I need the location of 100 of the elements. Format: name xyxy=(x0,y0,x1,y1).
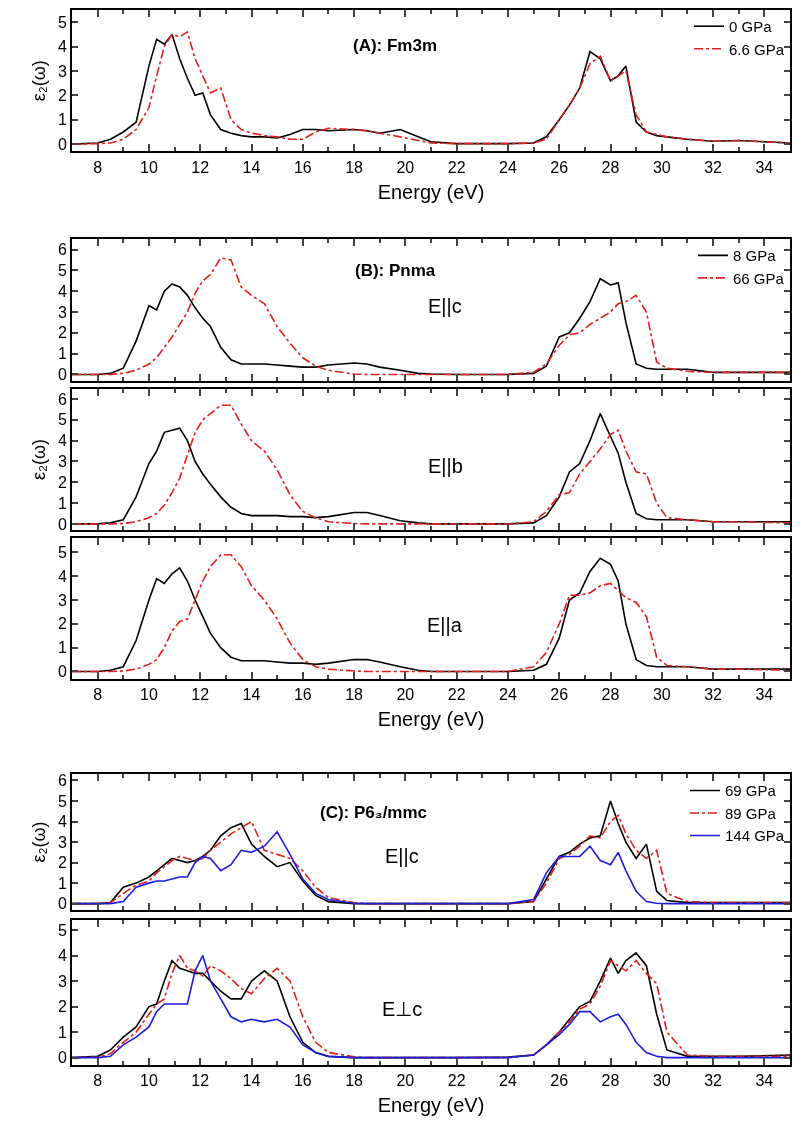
x-tick-label: 22 xyxy=(447,685,466,703)
annotation: E||a xyxy=(427,614,463,636)
text: (B): Pnma xyxy=(355,261,436,280)
annotation: E||b xyxy=(428,455,463,477)
x-tick-label: 30 xyxy=(652,158,671,176)
y-tick-label: 6 xyxy=(57,390,67,408)
y-tick-label: 0 xyxy=(57,515,67,533)
x-tick-label: 14 xyxy=(242,685,261,703)
y-tick-label: 6 xyxy=(57,772,67,790)
x-tick-label: 16 xyxy=(293,158,312,176)
y-tick-label: 0 xyxy=(57,366,67,384)
y-tick-label: 5 xyxy=(57,411,67,429)
y-tick-label: 2 xyxy=(57,86,67,104)
x-tick-label: 10 xyxy=(140,158,158,176)
x-tick-label: 34 xyxy=(755,158,774,176)
x-tick-label: 30 xyxy=(652,1072,671,1090)
x-axis-title: Energy (eV) xyxy=(377,707,485,730)
y-tick-label: 5 xyxy=(57,261,67,279)
x-tick-label: 22 xyxy=(447,1072,466,1090)
legend-label: 66 GPa xyxy=(733,269,785,287)
y-tick-label: 0 xyxy=(57,1049,67,1067)
x-tick-label: 20 xyxy=(396,685,415,703)
y-tick-label: 1 xyxy=(57,874,67,892)
x-tick-label: 18 xyxy=(345,158,364,176)
y-tick-label: 4 xyxy=(57,38,67,56)
x-tick-label: 22 xyxy=(447,158,466,176)
legend-label: 6.6 GPa xyxy=(729,40,785,58)
y-tick-label: 0 xyxy=(57,663,67,681)
x-tick-label: 14 xyxy=(242,1072,261,1090)
x-tick-label: 24 xyxy=(499,158,517,176)
y-tick-label: 4 xyxy=(57,432,67,450)
x-tick-label: 20 xyxy=(396,158,415,176)
y-axis-title: ε₂(ω) xyxy=(28,438,49,480)
y-tick-label: 4 xyxy=(57,567,67,585)
annotation: E⊥c xyxy=(382,998,423,1020)
y-tick-label: 3 xyxy=(57,591,67,609)
x-tick-label: 16 xyxy=(293,685,312,703)
annotation: E||c xyxy=(428,295,462,317)
y-tick-label: 5 xyxy=(57,921,67,939)
legend-label: 8 GPa xyxy=(733,247,777,265)
y-tick-label: 3 xyxy=(57,833,67,851)
x-tick-label: 32 xyxy=(704,685,723,703)
y-tick-label: 5 xyxy=(57,544,67,562)
x-tick-label: 8 xyxy=(93,685,103,703)
text: (C): P6₃/mmc xyxy=(320,803,428,822)
legend-label: 89 GPa xyxy=(725,804,777,822)
y-tick-label: 3 xyxy=(57,453,67,471)
y-tick-label: 2 xyxy=(57,998,67,1016)
y-tick-label: 3 xyxy=(57,972,67,990)
x-tick-label: 28 xyxy=(601,685,620,703)
x-tick-label: 10 xyxy=(140,685,158,703)
y-tick-label: 0 xyxy=(57,135,67,153)
x-tick-label: 18 xyxy=(345,1072,364,1090)
x-tick-label: 32 xyxy=(704,158,723,176)
x-tick-label: 16 xyxy=(293,1072,312,1090)
y-axis-title: ε₂(ω) xyxy=(28,60,49,102)
y-tick-label: 3 xyxy=(57,62,67,80)
x-tick-label: 12 xyxy=(191,1072,210,1090)
y-tick-label: 0 xyxy=(57,895,67,913)
y-tick-label: 4 xyxy=(57,282,67,300)
x-tick-label: 14 xyxy=(242,158,261,176)
x-axis-title: Energy (eV) xyxy=(377,180,485,203)
y-tick-label: 1 xyxy=(57,1023,67,1041)
x-tick-label: 28 xyxy=(601,158,620,176)
y-tick-label: 2 xyxy=(57,324,67,342)
y-tick-label: 4 xyxy=(57,813,67,831)
y-tick-label: 3 xyxy=(57,303,67,321)
x-tick-label: 26 xyxy=(550,685,569,703)
y-tick-label: 5 xyxy=(57,13,67,31)
legend-label: 69 GPa xyxy=(725,782,777,800)
x-axis-title: Energy (eV) xyxy=(377,1094,485,1117)
y-tick-label: 6 xyxy=(57,241,67,259)
legend-label: 144 GPa xyxy=(725,827,785,845)
annotation: E||c xyxy=(385,845,419,867)
x-tick-label: 26 xyxy=(550,158,569,176)
x-tick-label: 32 xyxy=(704,1072,723,1090)
y-tick-label: 2 xyxy=(57,615,67,633)
x-tick-label: 30 xyxy=(652,685,671,703)
x-tick-label: 34 xyxy=(755,1072,774,1090)
x-tick-label: 24 xyxy=(499,1072,517,1090)
x-tick-label: 20 xyxy=(396,1072,415,1090)
legend-label: 0 GPa xyxy=(729,18,773,36)
y-tick-label: 2 xyxy=(57,473,67,491)
y-tick-label: 5 xyxy=(57,792,67,810)
x-tick-label: 12 xyxy=(191,685,210,703)
y-tick-label: 4 xyxy=(57,947,67,965)
x-tick-label: 24 xyxy=(499,685,517,703)
x-tick-label: 26 xyxy=(550,1072,569,1090)
y-tick-label: 1 xyxy=(57,345,67,363)
y-tick-label: 1 xyxy=(57,639,67,657)
x-tick-label: 10 xyxy=(140,1072,158,1090)
x-tick-label: 8 xyxy=(93,1072,103,1090)
x-tick-label: 12 xyxy=(191,158,210,176)
y-tick-label: 1 xyxy=(57,111,67,129)
y-tick-label: 1 xyxy=(57,494,67,512)
x-tick-label: 18 xyxy=(345,685,364,703)
y-axis-title: ε₂(ω) xyxy=(28,821,49,863)
y-tick-label: 2 xyxy=(57,854,67,872)
text: (A): Fm3m xyxy=(353,36,438,55)
x-tick-label: 34 xyxy=(755,685,774,703)
